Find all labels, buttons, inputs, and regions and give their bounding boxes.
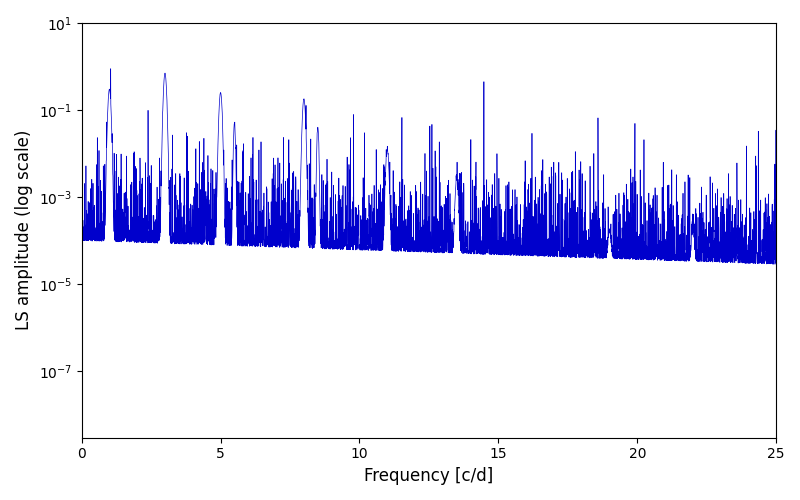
X-axis label: Frequency [c/d]: Frequency [c/d] [364,467,494,485]
Y-axis label: LS amplitude (log scale): LS amplitude (log scale) [15,130,33,330]
